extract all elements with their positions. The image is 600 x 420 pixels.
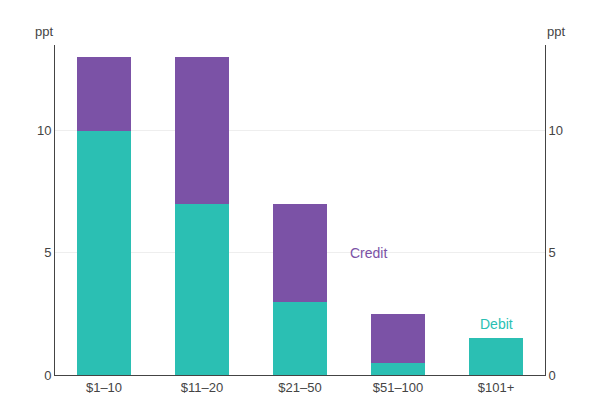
svg-text:0: 0 [549, 368, 556, 383]
svg-text:5: 5 [44, 245, 51, 260]
svg-text:$1–10: $1–10 [86, 380, 122, 395]
svg-text:$21–50: $21–50 [278, 380, 321, 395]
svg-text:5: 5 [549, 245, 556, 260]
svg-text:10: 10 [37, 123, 51, 138]
svg-text:ppt: ppt [35, 24, 53, 39]
svg-text:$51–100: $51–100 [373, 380, 424, 395]
svg-text:Credit: Credit [350, 245, 387, 261]
svg-text:10: 10 [549, 123, 563, 138]
svg-text:0: 0 [44, 368, 51, 383]
svg-text:$101+: $101+ [478, 380, 515, 395]
svg-text:Debit: Debit [480, 316, 513, 332]
svg-text:ppt: ppt [547, 24, 565, 39]
svg-text:$11–20: $11–20 [181, 380, 223, 395]
